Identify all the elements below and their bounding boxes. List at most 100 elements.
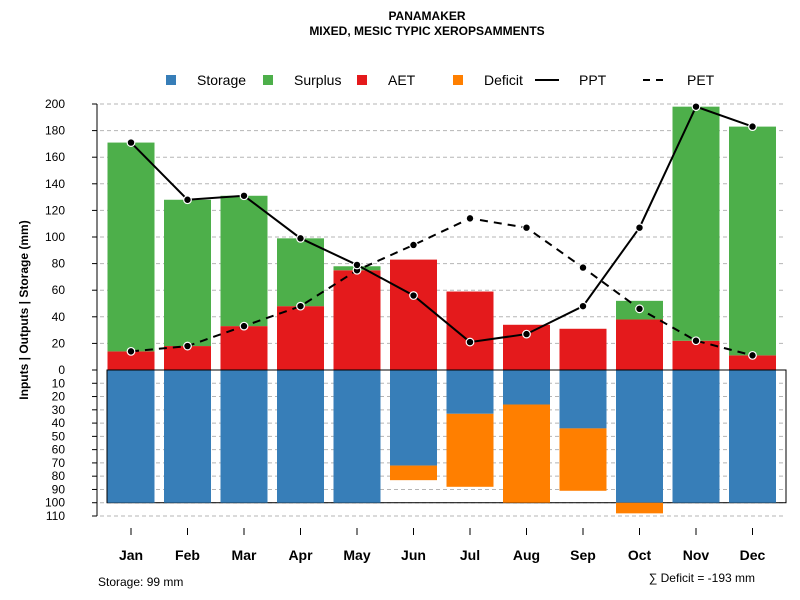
y-tick-label-upper-100: 100 [45, 230, 65, 244]
y-tick-label-upper-180: 180 [45, 124, 65, 138]
axes: 0204060801001201401601802001020304050607… [45, 97, 785, 563]
x-tick-label-jun: Jun [401, 547, 426, 563]
y-tick-label-lower-40: 40 [52, 416, 66, 430]
ppt-point-may [352, 260, 362, 270]
ppt-point-jun [409, 291, 418, 300]
legend-label-pet: PET [687, 72, 715, 88]
bar-deficit-jun [390, 465, 437, 481]
pet-point-feb [183, 341, 192, 351]
bar-deficit-sep [559, 428, 607, 491]
bar-aet-mar [220, 326, 268, 370]
footer-storage: Storage: 99 mm [98, 575, 183, 589]
bar-storage-jun [390, 370, 437, 466]
ppt-point-sep [578, 301, 588, 311]
y-tick-label-lower-70: 70 [52, 456, 66, 470]
bar-aet-jan [107, 351, 155, 370]
ppt-point-apr [296, 233, 305, 243]
legend-swatch-deficit [453, 75, 463, 85]
pet-line [130, 217, 753, 357]
gridlines [100, 103, 785, 517]
ppt-point-jan [126, 138, 136, 147]
pet-point-jun [409, 240, 418, 250]
pet-point-jan [126, 346, 136, 356]
bar-aet-may [333, 270, 381, 370]
y-axis-label: Inputs | Outputs | Storage (mm) [17, 220, 31, 399]
x-tick-label-sep: Sep [570, 547, 596, 563]
ppt-point-oct [635, 223, 644, 233]
y-tick-label-lower-20: 20 [52, 390, 66, 404]
bar-surplus-mar [220, 195, 268, 327]
legend-label-ppt: PPT [579, 72, 607, 88]
y-tick-label-lower-80: 80 [52, 469, 66, 483]
y-tick-label-upper-140: 140 [45, 177, 65, 191]
bar-storage-jan [107, 370, 155, 503]
bar-storage-dec [729, 370, 776, 503]
bar-surplus-apr [277, 238, 324, 307]
bar-aet-jul [446, 291, 494, 370]
ppt-point-dec [748, 122, 757, 132]
bar-surplus-nov [672, 106, 720, 341]
legend-swatch-storage [166, 75, 176, 85]
y-tick-label-upper-200: 200 [45, 97, 65, 111]
ppt-point-mar [239, 191, 249, 201]
bar-aet-dec [729, 355, 776, 370]
y-tick-label-upper-80: 80 [52, 257, 66, 271]
pet-point-mar [239, 321, 249, 331]
y-tick-label-upper-40: 40 [52, 310, 66, 324]
legend-label-storage: Storage [197, 72, 246, 88]
bar-storage-mar [220, 370, 268, 503]
y-tick-label-lower-30: 30 [52, 403, 66, 417]
bar-surplus-feb [164, 199, 211, 347]
bar-aet-jun [390, 259, 437, 370]
legend-label-surplus: Surplus [294, 72, 341, 88]
x-tick-label-nov: Nov [683, 547, 710, 563]
y-tick-label-upper-20: 20 [52, 336, 66, 350]
y-tick-label-lower-90: 90 [52, 482, 66, 496]
pet-point-nov [691, 336, 701, 346]
y-tick-label-lower-50: 50 [52, 429, 66, 443]
y-tick-label-upper-60: 60 [52, 283, 66, 297]
chart-subtitle: MIXED, MESIC TYPIC XEROPSAMMENTS [309, 24, 544, 38]
bar-aet-oct [616, 319, 663, 370]
pet-point-oct [635, 304, 644, 314]
footer-deficit-sum: ∑ Deficit = -193 mm [649, 571, 755, 585]
bar-storage-oct [616, 370, 663, 503]
bar-deficit-oct [616, 502, 663, 514]
x-tick-label-jan: Jan [119, 547, 143, 563]
ppt-line [130, 105, 753, 344]
bar-aet-feb [164, 346, 211, 370]
bar-deficit-jul [446, 413, 494, 487]
x-tick-label-jul: Jul [460, 547, 480, 563]
pet-point-apr [296, 301, 305, 311]
pet-point-jul [465, 213, 475, 223]
bar-deficit-aug [503, 404, 550, 503]
bar-aet-apr [277, 306, 324, 370]
x-tick-label-may: May [343, 547, 370, 563]
legend-label-deficit: Deficit [484, 72, 523, 88]
y-tick-label-lower-10: 10 [52, 376, 66, 390]
y-tick-label-upper-160: 160 [45, 150, 65, 164]
y-tick-label-lower-110: 110 [46, 509, 65, 523]
bar-storage-jul [446, 370, 494, 414]
bar-storage-aug [503, 370, 550, 405]
bar-surplus-dec [729, 126, 776, 356]
bar-storage-sep [559, 370, 607, 429]
ppt-point-nov [691, 102, 701, 112]
y-tick-label-lower-60: 60 [52, 443, 66, 457]
bar-storage-may [333, 370, 381, 503]
legend-swatch-aet [357, 75, 367, 85]
bar-aet-sep [559, 328, 607, 370]
pet-point-sep [578, 263, 588, 272]
chart-title: PANAMAKER [388, 9, 465, 23]
x-tick-label-oct: Oct [628, 547, 652, 563]
x-tick-label-feb: Feb [175, 547, 200, 563]
bar-storage-apr [277, 370, 324, 503]
legend-label-aet: AET [388, 72, 416, 88]
bar-storage-nov [672, 370, 720, 503]
ppt-point-aug [522, 329, 531, 339]
series-lines [126, 102, 757, 360]
x-tick-label-mar: Mar [232, 547, 257, 563]
x-tick-label-apr: Apr [288, 547, 313, 563]
bars [106, 106, 787, 514]
